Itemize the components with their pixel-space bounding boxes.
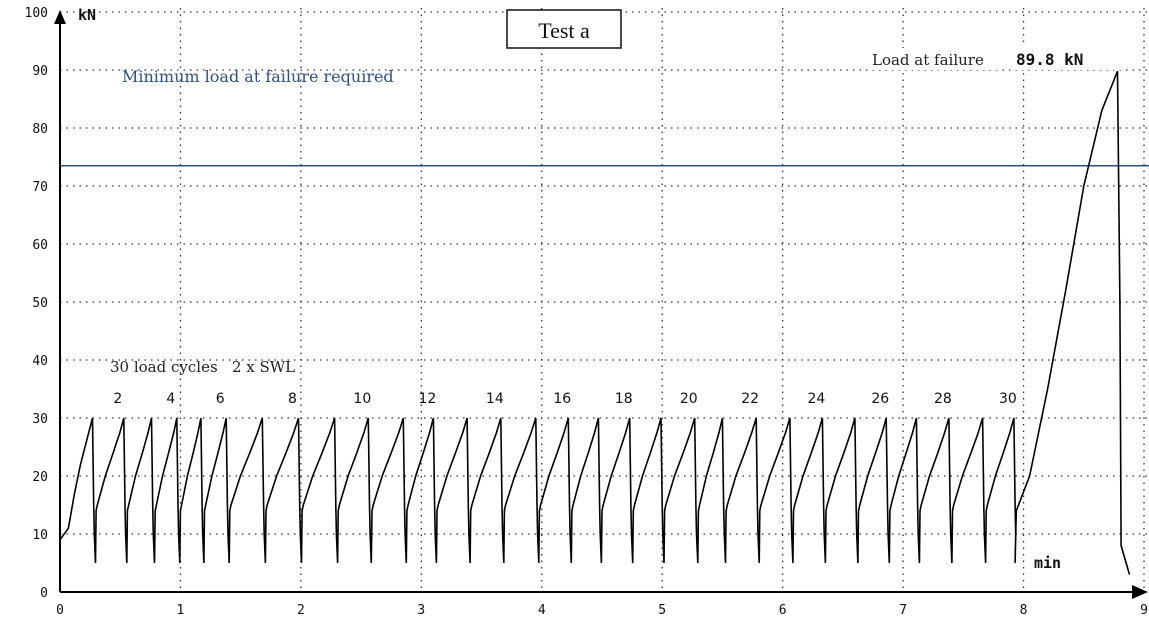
x-tick-label: 0 bbox=[56, 603, 64, 618]
cycle-number-label: 16 bbox=[553, 391, 571, 407]
cycle-number-label: 10 bbox=[353, 391, 371, 407]
cycle-number-label: 26 bbox=[871, 391, 889, 407]
cycle-labels: 2 4 6 8 10 12 14 16 18 20 22 24 26 28 30 bbox=[113, 391, 1016, 407]
x-tick-label: 3 bbox=[417, 603, 425, 618]
x-axis-arrow-icon bbox=[1132, 585, 1148, 599]
axes bbox=[54, 10, 1148, 599]
x-tick-label: 7 bbox=[899, 603, 907, 618]
failure-annotation: Load at failure 89.8 kN bbox=[868, 46, 1122, 70]
cycles-annotation: 30 load cycles 2 x SWL bbox=[110, 358, 295, 376]
y-axis-arrow-icon bbox=[54, 10, 66, 24]
series-load bbox=[59, 70, 1131, 575]
cycle-number-label: 2 bbox=[113, 391, 122, 407]
y-tick-label: 70 bbox=[32, 180, 48, 195]
cycle-number-label: 6 bbox=[216, 391, 225, 407]
series-line bbox=[59, 70, 1131, 575]
chart-title-box: Test a bbox=[506, 9, 622, 49]
y-tick-label: 90 bbox=[32, 64, 48, 79]
y-tick-label: 10 bbox=[32, 528, 48, 543]
chart-title: Test a bbox=[538, 18, 590, 43]
failure-label: Load at failure bbox=[872, 51, 984, 69]
cycle-number-label: 22 bbox=[741, 391, 759, 407]
reference-line-label: Minimum load at failure required bbox=[122, 67, 394, 86]
cycle-number-label: 30 bbox=[999, 391, 1017, 407]
x-tick-label: 8 bbox=[1020, 603, 1028, 618]
x-tick-label: 6 bbox=[779, 603, 787, 618]
cycle-number-label: 24 bbox=[807, 391, 825, 407]
y-tick-label: 80 bbox=[32, 122, 48, 137]
cycle-number-label: 18 bbox=[615, 391, 633, 407]
cycle-number-label: 20 bbox=[680, 391, 698, 407]
x-tick-label: 2 bbox=[297, 603, 305, 618]
y-tick-label: 100 bbox=[25, 6, 48, 21]
y-tick-label: 30 bbox=[32, 412, 48, 427]
y-tick-label: 60 bbox=[32, 238, 48, 253]
failure-value: 89.8 kN bbox=[1016, 50, 1083, 69]
cycle-number-label: 14 bbox=[486, 391, 504, 407]
y-axis-label: kN bbox=[78, 6, 96, 24]
x-axis-label: min bbox=[1034, 554, 1061, 572]
cycle-number-label: 28 bbox=[934, 391, 952, 407]
y-tick-label: 0 bbox=[40, 586, 48, 601]
y-tick-label: 50 bbox=[32, 296, 48, 311]
x-tick-label: 9 bbox=[1140, 603, 1148, 618]
cycle-number-label: 12 bbox=[418, 391, 436, 407]
cycle-number-label: 8 bbox=[288, 391, 297, 407]
cycle-number-label: 4 bbox=[166, 391, 175, 407]
x-tick-label: 1 bbox=[177, 603, 185, 618]
y-tick-label: 40 bbox=[32, 354, 48, 369]
y-tick-label: 20 bbox=[32, 470, 48, 485]
x-tick-label: 5 bbox=[658, 603, 666, 618]
x-tick-label: 4 bbox=[538, 603, 546, 618]
